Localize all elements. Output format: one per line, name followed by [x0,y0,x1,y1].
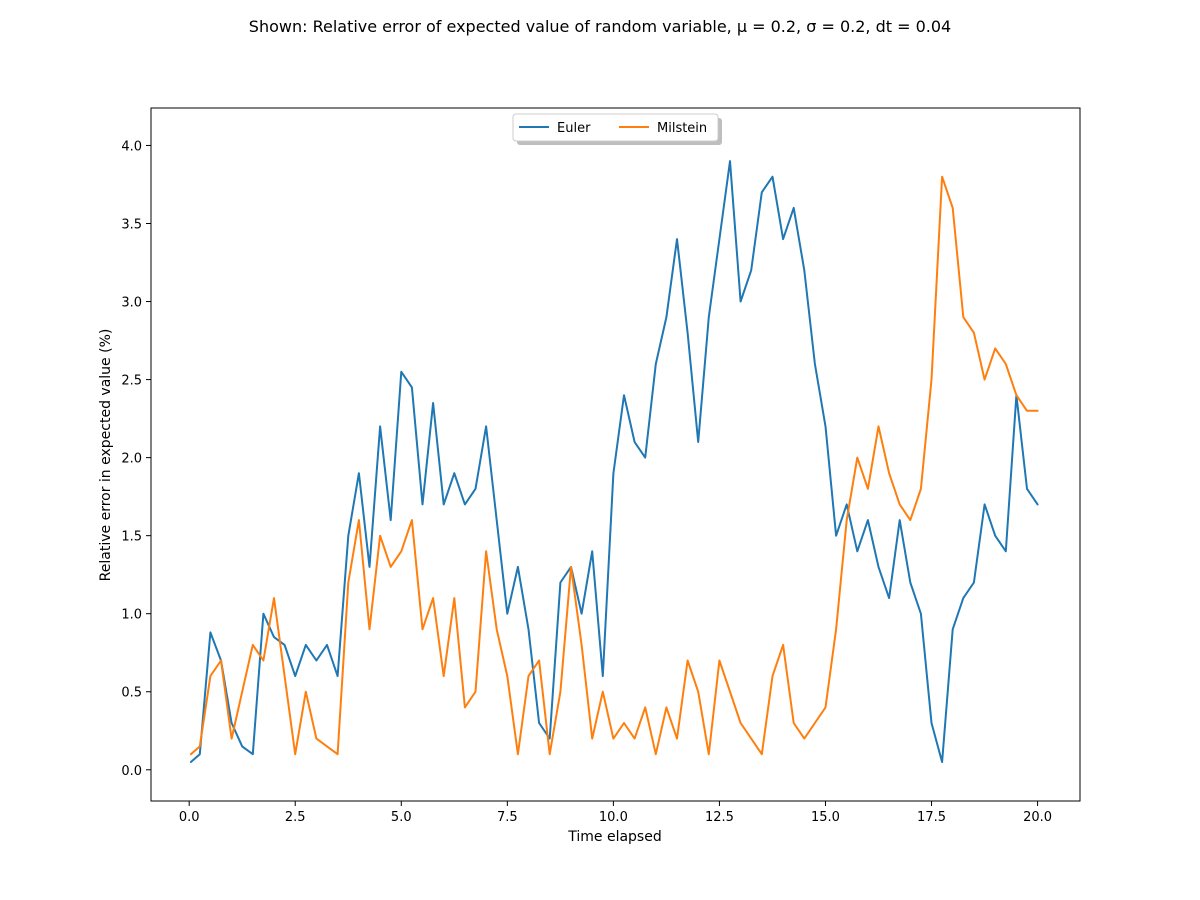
legend-box [512,113,719,142]
x-tick-label: 7.5 [497,810,518,825]
y-tick-label: 1.0 [121,608,142,623]
plot-area [150,107,1081,802]
y-tick-label: 2.0 [121,452,142,467]
y-tick-label: 0.0 [121,764,142,779]
y-tick-label: 0.5 [121,686,142,701]
y-tick-label: 1.5 [121,530,142,545]
legend: Euler Milstein [512,113,722,145]
series-line-euler [189,160,1039,763]
y-tick-label: 4.0 [121,139,142,154]
y-axis: 0.0 0.5 1.0 1.5 2.0 2.5 3.0 3.5 4.0 [121,139,151,779]
legend-label-euler: Euler [557,121,591,136]
x-tick-label: 10.0 [599,810,628,825]
series-layer [189,160,1039,763]
x-tick-label: 0.0 [179,810,200,825]
x-axis-label: Time elapsed [567,829,661,845]
x-tick-label: 5.0 [391,810,412,825]
y-axis-label: Relative error in expected value (%) [98,329,114,582]
x-tick-label: 17.5 [917,810,946,825]
y-tick-label: 3.0 [121,296,142,311]
x-axis: 0.0 2.5 5.0 7.5 10.0 12.5 15.0 17.5 20.0 [179,801,1052,825]
y-tick-label: 2.5 [121,374,142,389]
series-line-milstein [189,175,1039,756]
legend-label-milstein: Milstein [657,121,707,136]
chart-title: Shown: Relative error of expected value … [249,17,951,36]
x-tick-label: 2.5 [285,810,306,825]
x-tick-label: 12.5 [705,810,734,825]
legend-items: Euler Milstein [519,121,707,136]
x-tick-label: 15.0 [811,810,840,825]
axes-frame [150,107,1081,802]
y-tick-label: 3.5 [121,218,142,233]
x-tick-label: 20.0 [1023,810,1052,825]
